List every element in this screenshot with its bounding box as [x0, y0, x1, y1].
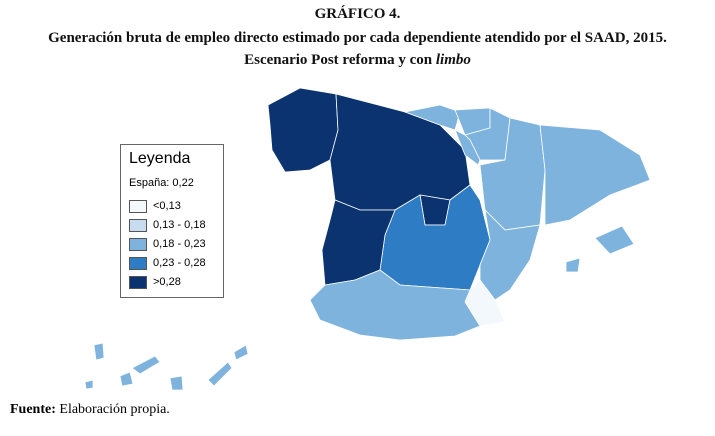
legend-swatch [129, 199, 147, 213]
legend-label: 0,23 - 0,28 [153, 257, 206, 269]
region [454, 129, 481, 166]
region [93, 342, 105, 361]
source-text: Elaboración propia. [59, 402, 170, 417]
legend-note: España: 0,22 [129, 177, 194, 189]
region [84, 379, 94, 390]
legend-swatch [129, 218, 147, 232]
subtitle-italic: limbo [435, 52, 471, 68]
legend-label: <0,13 [153, 200, 181, 212]
legend-swatch [129, 275, 147, 289]
subtitle: Escenario Post reforma y con limbo [0, 52, 715, 69]
source: Fuente: Elaboración propia. [10, 402, 170, 418]
legend-item: 0,13 - 0,18 [129, 218, 206, 232]
region [207, 361, 233, 387]
legend-swatch [129, 237, 147, 251]
subtitle-text: Escenario Post reforma y con [244, 52, 433, 68]
legend-label: 0,18 - 0,23 [153, 238, 206, 250]
region [233, 344, 249, 361]
region [539, 124, 651, 226]
region [403, 104, 461, 131]
legend-label: >0,28 [153, 276, 181, 288]
legend-title: Leyenda [129, 150, 191, 167]
source-label: Fuente: [10, 402, 56, 417]
region [309, 269, 481, 341]
region [267, 87, 339, 173]
legend: Leyenda España: 0,22 <0,13 0,13 - 0,18 0,1… [120, 144, 224, 298]
title: Generación bruta de empleo directo estim… [48, 30, 667, 46]
legend-item: <0,13 [129, 199, 181, 213]
legend-item: >0,28 [129, 275, 181, 289]
region [479, 208, 541, 301]
region [131, 355, 161, 375]
legend-swatch [129, 256, 147, 270]
legend-item: 0,23 - 0,28 [129, 256, 206, 270]
legend-label: 0,13 - 0,18 [153, 219, 206, 231]
region [119, 371, 134, 387]
region [565, 257, 581, 273]
region [169, 375, 184, 391]
legend-item: 0,18 - 0,23 [129, 237, 206, 251]
region [594, 225, 635, 255]
figure-label: GRÁFICO 4. [314, 6, 401, 22]
